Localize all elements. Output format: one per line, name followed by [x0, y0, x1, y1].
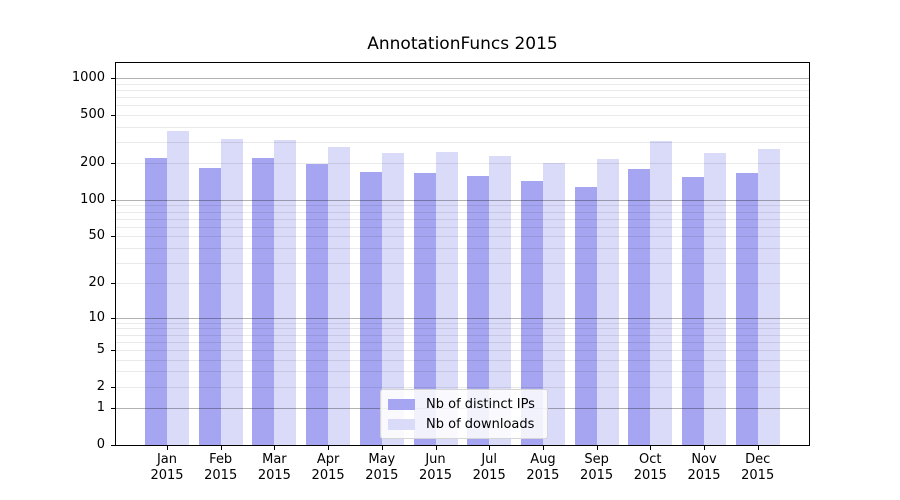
legend-row: Nb of distinct IPs — [388, 396, 535, 412]
y-tick-mark — [111, 445, 115, 446]
x-tick-label: Feb 2015 — [204, 452, 238, 483]
x-tick-label: Sep 2015 — [580, 452, 614, 483]
y-tick-label: 100 — [80, 191, 105, 207]
bar-jun-distinct-ips — [413, 172, 436, 445]
bar-sep-downloads — [596, 159, 619, 445]
x-tick-label: Apr 2015 — [311, 452, 345, 483]
y-tick-label: 0 — [96, 437, 105, 452]
legend-swatch-downloads-icon — [388, 418, 415, 430]
x-tick-label: Mar 2015 — [257, 452, 291, 483]
bar-jan-downloads — [167, 130, 189, 445]
bar-apr-downloads — [328, 147, 351, 445]
bar-apr-distinct-ips — [306, 163, 329, 445]
bar-feb-distinct-ips — [198, 168, 221, 445]
x-tick-label: Nov 2015 — [687, 452, 721, 483]
x-tick-mark — [167, 446, 168, 450]
bar-mar-downloads — [274, 140, 297, 445]
bar-may-distinct-ips — [359, 171, 382, 445]
x-tick-mark — [596, 446, 598, 450]
y-tick-mark — [111, 236, 115, 238]
y-tick-label: 10 — [88, 309, 105, 325]
bar-oct-downloads — [650, 141, 673, 445]
bar-nov-downloads — [704, 152, 726, 445]
legend: Nb of distinct IPs Nb of downloads — [380, 389, 548, 439]
y-tick-label: 200 — [80, 155, 105, 171]
x-tick-mark — [381, 446, 383, 450]
y-tick-mark — [111, 408, 115, 410]
bar-jul-downloads — [489, 155, 512, 445]
x-tick-label: Jun 2015 — [418, 452, 453, 483]
y-tick-label: 20 — [88, 275, 105, 291]
x-tick-mark — [435, 446, 437, 450]
x-tick-mark — [650, 446, 652, 450]
bar-jul-distinct-ips — [467, 175, 490, 445]
x-tick-label: Jul 2015 — [472, 452, 506, 483]
bar-sep-distinct-ips — [574, 187, 597, 445]
y-tick-mark — [111, 317, 115, 319]
y-tick-mark — [111, 163, 115, 165]
bar-jan-distinct-ips — [145, 158, 167, 445]
y-tick-label: 50 — [88, 228, 105, 244]
y-tick-label: 2 — [96, 378, 105, 394]
y-tick-label: 1000 — [71, 70, 105, 85]
legend-row: Nb of downloads — [388, 416, 535, 432]
bar-jun-downloads — [435, 151, 458, 445]
bars-layer — [116, 63, 809, 445]
bar-nov-distinct-ips — [682, 177, 704, 445]
bar-mar-distinct-ips — [252, 158, 275, 445]
bar-aug-distinct-ips — [520, 181, 543, 445]
x-tick-label: Aug 2015 — [526, 452, 560, 483]
x-tick-mark — [489, 446, 491, 450]
bar-may-downloads — [381, 152, 404, 445]
chart-title: AnnotationFuncs 2015 — [367, 34, 558, 54]
y-tick-label: 1 — [96, 400, 105, 416]
plot-area — [115, 62, 810, 446]
x-tick-mark — [274, 446, 276, 450]
y-tick-mark — [111, 78, 115, 79]
x-tick-label: May 2015 — [365, 452, 399, 483]
y-tick-mark — [111, 349, 115, 351]
legend-label: Nb of distinct IPs — [426, 396, 535, 412]
bar-dec-distinct-ips — [735, 173, 758, 445]
x-tick-mark — [542, 446, 544, 450]
y-tick-label: 500 — [80, 106, 105, 122]
bar-aug-downloads — [542, 163, 565, 445]
y-tick-mark — [111, 283, 115, 285]
x-tick-label: Oct 2015 — [633, 452, 667, 483]
bar-feb-downloads — [220, 139, 243, 445]
x-tick-mark — [704, 446, 705, 450]
bar-oct-distinct-ips — [628, 168, 651, 445]
x-tick-mark — [328, 446, 330, 450]
y-tick-label: 5 — [96, 341, 105, 357]
y-tick-mark — [111, 199, 115, 201]
legend-label: Nb of downloads — [426, 416, 535, 432]
y-tick-mark — [111, 114, 115, 116]
x-tick-mark — [757, 446, 759, 450]
legend-swatch-distinct-ips-icon — [388, 398, 415, 410]
x-tick-label: Jan 2015 — [150, 452, 184, 483]
x-tick-label: Dec 2015 — [741, 452, 775, 483]
x-tick-mark — [220, 446, 222, 450]
bar-dec-downloads — [757, 149, 780, 445]
y-tick-mark — [111, 386, 115, 388]
